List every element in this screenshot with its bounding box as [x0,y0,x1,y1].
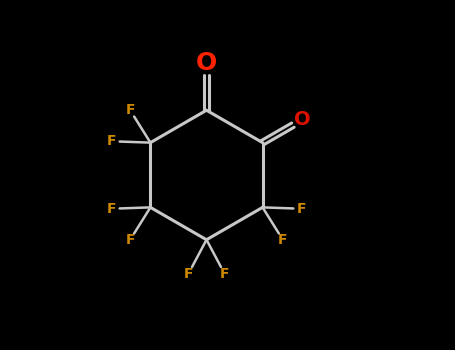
Text: F: F [220,267,229,281]
Text: F: F [107,134,116,148]
Text: F: F [296,202,306,216]
Text: O: O [196,51,217,75]
Text: F: F [184,267,193,281]
Text: F: F [125,233,135,247]
Text: F: F [125,103,135,117]
Text: F: F [278,233,288,247]
Text: F: F [107,202,116,216]
Text: O: O [293,110,310,130]
